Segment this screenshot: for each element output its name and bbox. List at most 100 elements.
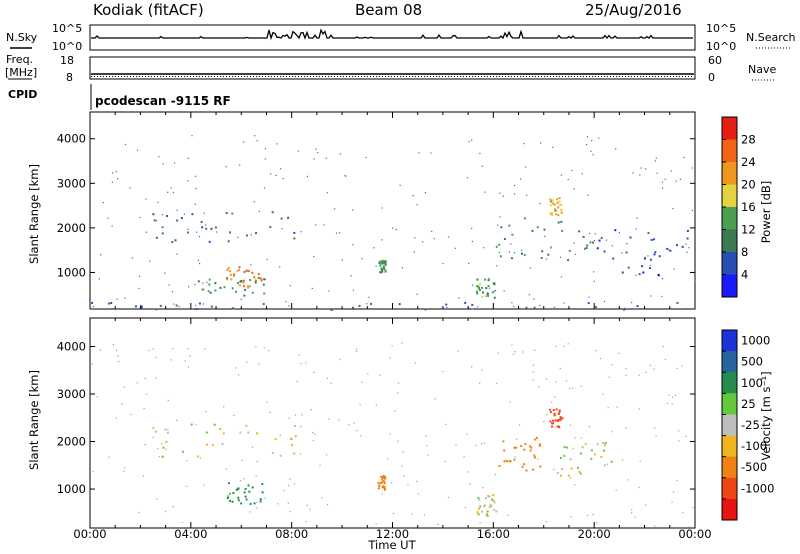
velocity-cell bbox=[190, 423, 193, 426]
velocity-cell bbox=[152, 427, 155, 430]
power-cell bbox=[500, 226, 503, 229]
power-cell bbox=[205, 224, 207, 226]
velocity-cell bbox=[533, 454, 536, 457]
power-cell bbox=[606, 239, 608, 241]
power-cell bbox=[600, 237, 603, 240]
power-cell bbox=[247, 287, 249, 289]
power-cell bbox=[484, 278, 486, 281]
power-cell bbox=[214, 282, 217, 285]
velocity-cell bbox=[283, 489, 285, 492]
velocity-cell bbox=[678, 440, 680, 442]
velocity-cell bbox=[375, 523, 377, 525]
power-cell bbox=[159, 304, 162, 307]
velocity-cell bbox=[558, 426, 561, 429]
velocity-cell bbox=[602, 449, 605, 452]
velocity-cell bbox=[115, 349, 117, 351]
velocity-cell bbox=[228, 499, 231, 502]
power-cell bbox=[117, 178, 119, 180]
power-cell bbox=[563, 302, 565, 304]
power-cell bbox=[480, 286, 483, 289]
velocity-cell bbox=[360, 435, 362, 437]
power-cell bbox=[207, 290, 210, 293]
velocity-cell bbox=[235, 367, 237, 369]
velocity-cell bbox=[645, 504, 647, 506]
power-cell bbox=[594, 233, 596, 235]
velocity-cell bbox=[464, 506, 467, 509]
power-colorbar-tick-label: 28 bbox=[741, 133, 756, 147]
velocity-colorbar-label: Velocity [m s⁻¹] bbox=[759, 371, 773, 460]
velocity-cell bbox=[678, 430, 680, 432]
velocity-cell bbox=[551, 422, 554, 425]
power-cell bbox=[242, 281, 245, 284]
power-cell bbox=[240, 280, 243, 282]
velocity-cell bbox=[314, 433, 316, 435]
velocity-cell bbox=[607, 407, 609, 409]
nsearch-tick-bottom: 10^0 bbox=[706, 40, 736, 53]
power-cell bbox=[111, 225, 113, 227]
velocity-cell bbox=[231, 500, 234, 503]
velocity-cell bbox=[645, 371, 647, 373]
velocity-cell bbox=[356, 348, 358, 350]
power-cell bbox=[136, 149, 139, 151]
power-cell bbox=[479, 289, 481, 291]
power-cell bbox=[560, 174, 562, 176]
velocity-cell bbox=[594, 453, 596, 456]
power-cell bbox=[373, 247, 375, 249]
velocity-cell bbox=[507, 514, 509, 516]
power-cell bbox=[317, 152, 319, 154]
velocity-cell bbox=[563, 454, 566, 457]
power-cell bbox=[587, 302, 590, 305]
velocity-colorbar-tick-label: -1000 bbox=[741, 481, 774, 495]
power-cell bbox=[479, 152, 481, 155]
velocity-cell bbox=[523, 463, 526, 466]
power-cell bbox=[520, 178, 522, 180]
power-cell bbox=[293, 231, 296, 234]
velocity-cell bbox=[553, 412, 556, 415]
velocity-cell bbox=[389, 357, 391, 359]
velocity-cell bbox=[310, 409, 312, 411]
velocity-cell bbox=[492, 499, 495, 502]
velocity-cell bbox=[403, 475, 405, 477]
power-cell bbox=[339, 153, 341, 155]
velocity-cell bbox=[498, 465, 501, 467]
velocity-cell bbox=[268, 350, 270, 352]
power-x-ticks bbox=[89, 112, 696, 309]
velocity-cell bbox=[165, 440, 168, 443]
power-cell bbox=[226, 278, 229, 281]
power-cell bbox=[313, 158, 315, 160]
nsearch-tick-top: 10^5 bbox=[706, 22, 736, 35]
velocity-cell bbox=[490, 504, 493, 507]
power-cell bbox=[560, 211, 563, 214]
velocity-cell bbox=[539, 465, 542, 468]
power-cell bbox=[306, 175, 308, 177]
velocity-cell bbox=[479, 382, 481, 384]
velocity-cell bbox=[671, 403, 673, 405]
power-cell bbox=[280, 217, 283, 220]
power-cell bbox=[669, 249, 672, 252]
velocity-cell bbox=[293, 425, 296, 427]
power-cell bbox=[91, 301, 94, 304]
beam-label: Beam 08 bbox=[355, 1, 422, 19]
power-cell bbox=[549, 212, 552, 215]
power-cell bbox=[237, 282, 239, 285]
velocity-cell bbox=[525, 469, 528, 472]
power-cell bbox=[416, 204, 418, 206]
power-cell bbox=[311, 287, 313, 289]
velocity-cell bbox=[155, 356, 157, 358]
colorbar-swatch bbox=[722, 207, 737, 230]
power-cell bbox=[668, 249, 670, 251]
power-cell bbox=[195, 308, 198, 311]
power-cell bbox=[596, 247, 599, 250]
power-cell bbox=[297, 150, 299, 152]
velocity-cell bbox=[673, 491, 675, 493]
power-cell bbox=[381, 269, 383, 272]
velocity-cell bbox=[551, 401, 553, 403]
power-cell bbox=[379, 260, 382, 263]
velocity-cell bbox=[529, 449, 532, 452]
velocity-cell bbox=[600, 456, 603, 458]
power-cell bbox=[226, 269, 229, 271]
velocity-cell bbox=[379, 374, 381, 376]
power-cell bbox=[384, 260, 387, 263]
velocity-cell bbox=[554, 396, 556, 398]
velocity-cell bbox=[244, 495, 247, 498]
